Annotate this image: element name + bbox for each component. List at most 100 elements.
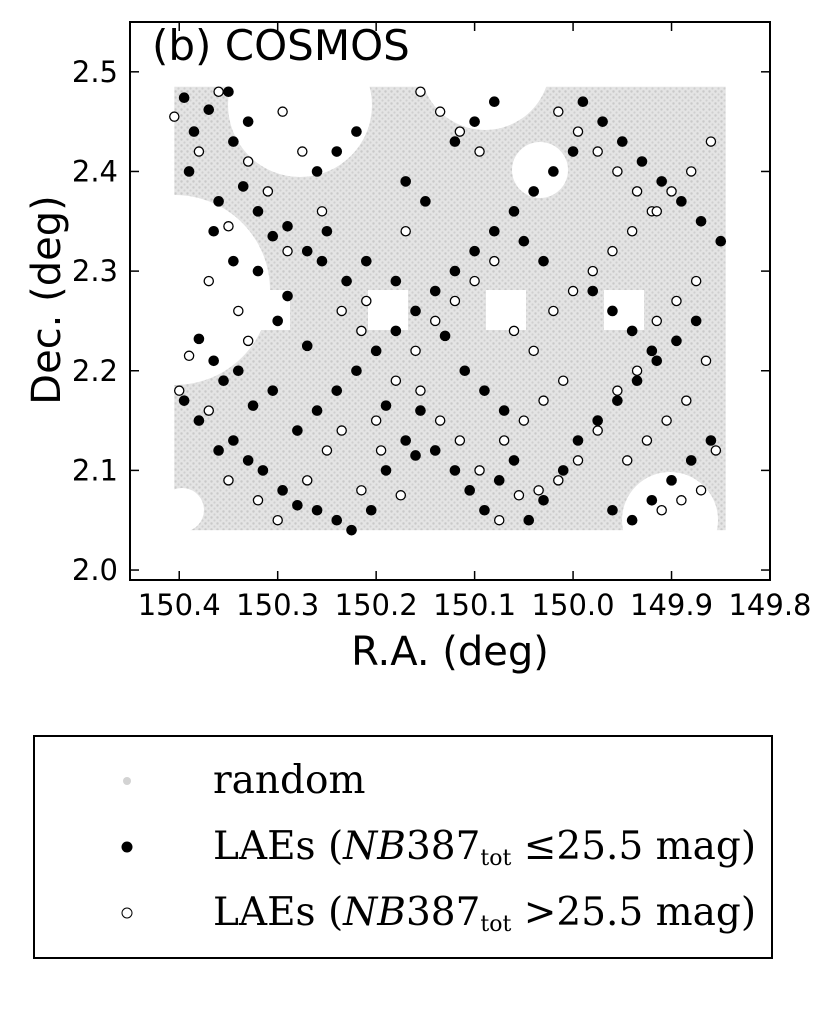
faint-lae-point [681, 395, 692, 406]
bright-lae-point [311, 405, 323, 416]
bright-lae-point [208, 225, 219, 237]
x-tick-label: 149.9 [630, 588, 713, 622]
faint-lae-point [572, 126, 584, 137]
faint-lae-point [183, 350, 195, 362]
bright-lae-point [671, 335, 682, 347]
faint-lae-point [316, 206, 328, 217]
bright-lae-point [479, 504, 490, 516]
faint-lae-point [375, 445, 387, 456]
bright-lae-point [518, 235, 530, 247]
bright-lae-point [607, 504, 618, 516]
plot-frame [129, 21, 771, 581]
faint-lae-point [203, 275, 215, 287]
bright-lae-point [242, 116, 254, 127]
faint-lae-point [700, 355, 712, 367]
bright-lae-point [178, 92, 190, 104]
faint-lae-point [553, 106, 564, 117]
faint-lae-point [592, 425, 603, 436]
bright-lae-point [636, 156, 648, 167]
bright-lae-point [365, 504, 377, 516]
bright-lae-point [301, 245, 313, 257]
faint-lae-point [277, 106, 288, 117]
faint-lae-point [656, 504, 667, 516]
bright-lae-point [449, 265, 461, 277]
bright-lae-point [267, 385, 279, 396]
bright-lae-point [341, 275, 352, 287]
panel-title: (b) COSMOS [152, 21, 410, 70]
faint-lae-point [213, 86, 224, 98]
x-tick-label: 150.3 [236, 588, 319, 622]
bright-lae-point [449, 136, 461, 147]
faint-lae-point [193, 146, 205, 157]
faint-lae-point [321, 445, 333, 456]
bright-lae-point [538, 494, 549, 506]
faint-lae-point [612, 385, 623, 396]
faint-lae-point [493, 514, 505, 526]
bright-lae-point [370, 345, 382, 357]
bright-lae-point [400, 176, 411, 187]
bright-lae-point [301, 340, 313, 352]
bright-lae-point [572, 435, 584, 446]
faint-lae-point [498, 435, 510, 446]
legend-item-faint-laes: LAEs (NB387tot >25.5 mag) [35, 883, 771, 943]
bright-lae-point [631, 375, 643, 387]
bright-lae-point [439, 330, 451, 342]
faint-lae-point [282, 245, 293, 257]
bright-lae-point [410, 450, 421, 461]
bright-lae-point [321, 225, 333, 237]
faint-lae-point [676, 495, 687, 506]
bright-lae-point [390, 275, 402, 287]
bright-lae-point [331, 146, 343, 157]
faint-lae-point [297, 146, 308, 157]
bright-lae-point [380, 465, 392, 476]
bright-lae-point [690, 315, 702, 327]
faint-lae-point [395, 490, 407, 501]
y-tick-label: 2.5 [72, 55, 118, 89]
faint-lae-point [434, 106, 446, 117]
y-tick-label: 2.4 [72, 154, 118, 188]
bright-lae-point [277, 485, 288, 496]
bright-lae-point [420, 196, 431, 207]
faint-lae-point [626, 225, 638, 237]
faint-lae-point [572, 455, 584, 466]
bright-lae-point [459, 365, 471, 377]
random-mask-hole [228, 33, 372, 177]
bright-lae-point [282, 290, 293, 302]
y-tick-label: 2.1 [72, 453, 118, 487]
legend-label-random: random [213, 758, 366, 803]
faint-lae-point [434, 415, 446, 426]
legend-marker-open-circle [121, 907, 133, 919]
bright-lae-point [676, 196, 687, 207]
faint-lae-point [252, 495, 264, 506]
random-mask-hole [512, 142, 568, 198]
faint-lae-point [528, 345, 539, 357]
bright-lae-point [292, 499, 303, 511]
bright-lae-point [429, 445, 441, 456]
random-mask-hole [420, 22, 550, 130]
bright-lae-point [567, 146, 579, 157]
bright-lae-point [479, 385, 490, 396]
bright-lae-point [685, 455, 697, 466]
bright-lae-point [415, 405, 426, 416]
faint-lae-point [661, 415, 672, 426]
faint-lae-point [508, 325, 520, 337]
faint-lae-point [361, 295, 372, 307]
bright-lae-point [626, 514, 638, 526]
bright-lae-point [351, 365, 362, 377]
bright-lae-point [252, 206, 264, 217]
faint-lae-point [567, 285, 579, 297]
faint-lae-point [454, 126, 466, 137]
faint-lae-point [169, 111, 180, 122]
bright-lae-point [592, 415, 603, 426]
bright-lae-point [464, 485, 475, 496]
bright-lae-point [538, 255, 549, 267]
bright-lae-point [380, 400, 392, 411]
faint-lae-point [474, 465, 485, 476]
faint-lae-point [223, 475, 234, 486]
bright-lae-point [282, 220, 293, 232]
bright-lae-point [508, 455, 520, 466]
faint-lae-point [223, 221, 234, 232]
faint-lae-point [548, 305, 559, 317]
bright-lae-point [203, 104, 215, 115]
faint-lae-point [533, 485, 544, 496]
